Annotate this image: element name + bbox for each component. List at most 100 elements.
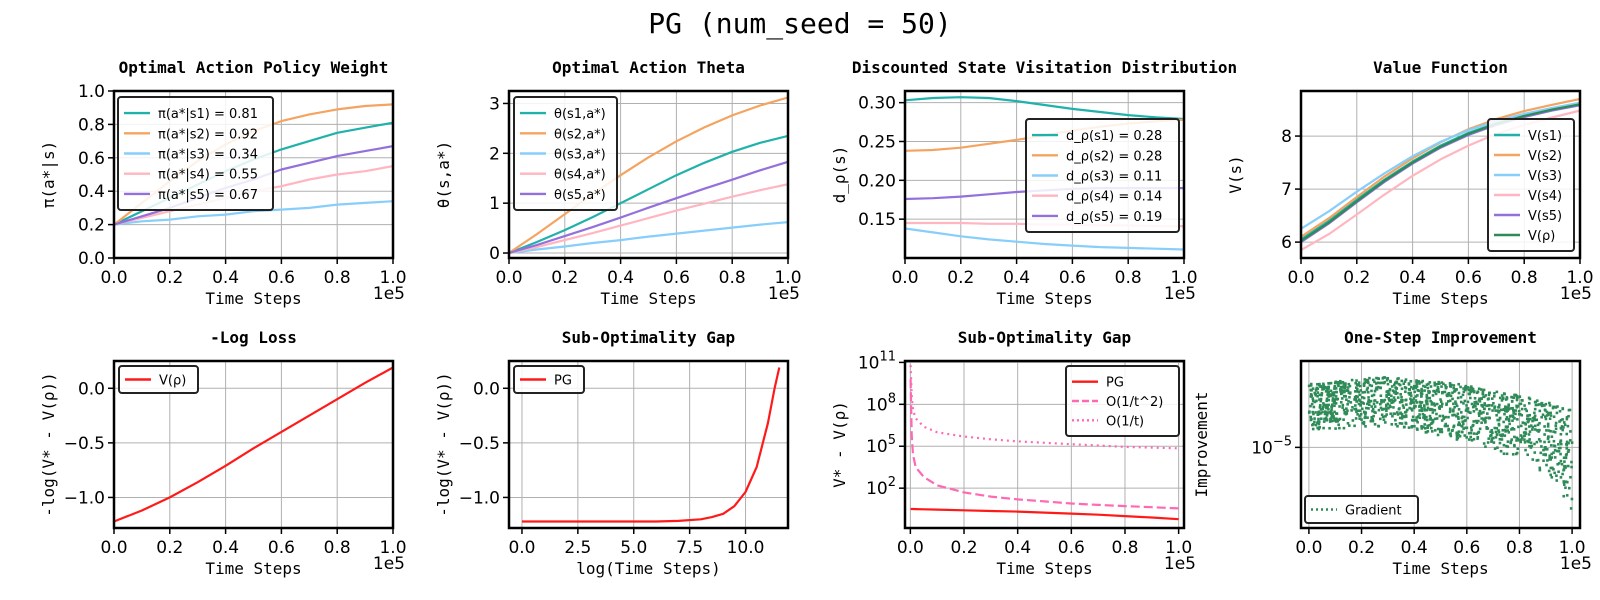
scatter-point: [1508, 422, 1511, 426]
legend-box: [1487, 118, 1575, 252]
legend: d_ρ(s1) = 0.28 d_ρ(s2) = 0.28 d_ρ(s3) = 0.…: [1025, 118, 1180, 233]
scatter-point: [1466, 407, 1470, 410]
scatter-point: [1436, 433, 1440, 437]
scatter-point: [1431, 408, 1434, 411]
scatter-point: [1409, 397, 1412, 401]
scatter-point: [1329, 410, 1333, 413]
scatter-point: [1451, 391, 1454, 395]
scatter-point: [1502, 443, 1506, 447]
x-tick-label: 0.4: [1003, 268, 1030, 288]
scatter-point: [1456, 396, 1460, 400]
scatter-point: [1516, 447, 1520, 451]
scatter-point: [1548, 417, 1552, 421]
scatter-point: [1470, 385, 1473, 388]
scatter-point: [1490, 404, 1494, 407]
scatter-point: [1526, 453, 1529, 457]
scatter-point: [1535, 459, 1539, 462]
scatter-point: [1348, 391, 1352, 394]
y-tick-label: −0.5: [459, 434, 500, 454]
scatter-point: [1492, 436, 1495, 440]
scatter-point: [1513, 417, 1516, 420]
scatter-point: [1496, 446, 1499, 449]
y-tick-label: 0.4: [78, 182, 105, 202]
scatter-point: [1321, 388, 1324, 391]
scatter-point: [1431, 411, 1435, 414]
scatter-point: [1564, 466, 1567, 469]
scatter-point: [1317, 412, 1321, 416]
scatter-point: [1428, 381, 1432, 384]
scatter-point: [1570, 460, 1573, 464]
scatter-point: [1330, 408, 1333, 411]
scatter-point: [1428, 396, 1432, 400]
scatter-point: [1386, 382, 1390, 386]
scatter-point: [1502, 420, 1505, 424]
scatter-point: [1533, 400, 1537, 404]
scatter-point: [1550, 452, 1554, 456]
scatter-point: [1524, 427, 1528, 431]
scatter-point: [1565, 415, 1569, 419]
scatter-point: [1421, 412, 1425, 416]
scatter-point: [1565, 432, 1569, 436]
scatter-point: [1538, 466, 1542, 470]
scatter-point: [1311, 423, 1314, 427]
scatter-point: [1375, 401, 1379, 404]
scatter-point: [1340, 389, 1343, 392]
scatter-point: [1511, 415, 1515, 419]
x-tick-label: 0.8: [1511, 268, 1538, 288]
scatter-point: [1389, 380, 1392, 383]
scatter-point: [1381, 415, 1385, 419]
scatter-point: [1557, 442, 1560, 446]
scatter-point: [1509, 440, 1513, 443]
scatter-point: [1457, 423, 1460, 427]
scatter-point: [1402, 406, 1406, 409]
scatter-point: [1385, 393, 1388, 397]
scatter-point: [1369, 419, 1373, 423]
scatter-point: [1355, 386, 1358, 390]
scatter-point: [1407, 426, 1411, 429]
scatter-point: [1376, 385, 1380, 389]
legend-box: [118, 365, 199, 394]
scatter-point: [1522, 434, 1526, 438]
scatter-point: [1455, 404, 1459, 408]
scatter-point: [1546, 459, 1549, 462]
scatter-point: [1488, 391, 1491, 395]
scatter-point: [1408, 393, 1411, 396]
scatter-point: [1446, 392, 1450, 396]
scatter-point: [1340, 397, 1344, 400]
scatter-point: [1498, 416, 1502, 420]
scatter-point: [1444, 422, 1448, 426]
scatter-point: [1515, 439, 1518, 442]
scatter-point: [1505, 452, 1509, 456]
axes-frame: [1299, 89, 1582, 260]
scatter-point: [1404, 390, 1407, 394]
scatter-point: [1505, 407, 1508, 411]
scatter-point: [1331, 394, 1334, 397]
scatter-point: [1396, 391, 1399, 395]
scatter-point: [1570, 441, 1574, 444]
scatter-point: [1555, 479, 1559, 482]
series-line: [509, 96, 788, 254]
scatter-point: [1565, 494, 1569, 497]
x-offset-label: 1e5: [1164, 284, 1196, 304]
scatter-point: [1367, 407, 1370, 410]
scatter-point: [1510, 395, 1513, 399]
scatter-point: [1340, 391, 1344, 395]
scatter-point: [1477, 419, 1480, 423]
scatter-point: [1328, 382, 1331, 385]
scatter-point: [1543, 415, 1547, 418]
scatter-point: [1375, 376, 1378, 380]
scatter-point: [1454, 388, 1458, 391]
scatter-point: [1556, 405, 1559, 408]
scatter-point: [1519, 424, 1523, 428]
scatter-point: [1490, 428, 1494, 432]
scatter-point: [1478, 397, 1481, 400]
scatter-point: [1357, 390, 1361, 394]
scatter-point: [1420, 392, 1424, 396]
scatter-point: [1457, 417, 1460, 421]
x-tick-label: 0.0: [508, 538, 535, 558]
legend-box: [1304, 495, 1419, 524]
scatter-point: [1394, 418, 1397, 422]
scatter-point: [1553, 448, 1557, 452]
scatter-point: [1409, 394, 1413, 397]
scatter-point: [1370, 405, 1373, 408]
